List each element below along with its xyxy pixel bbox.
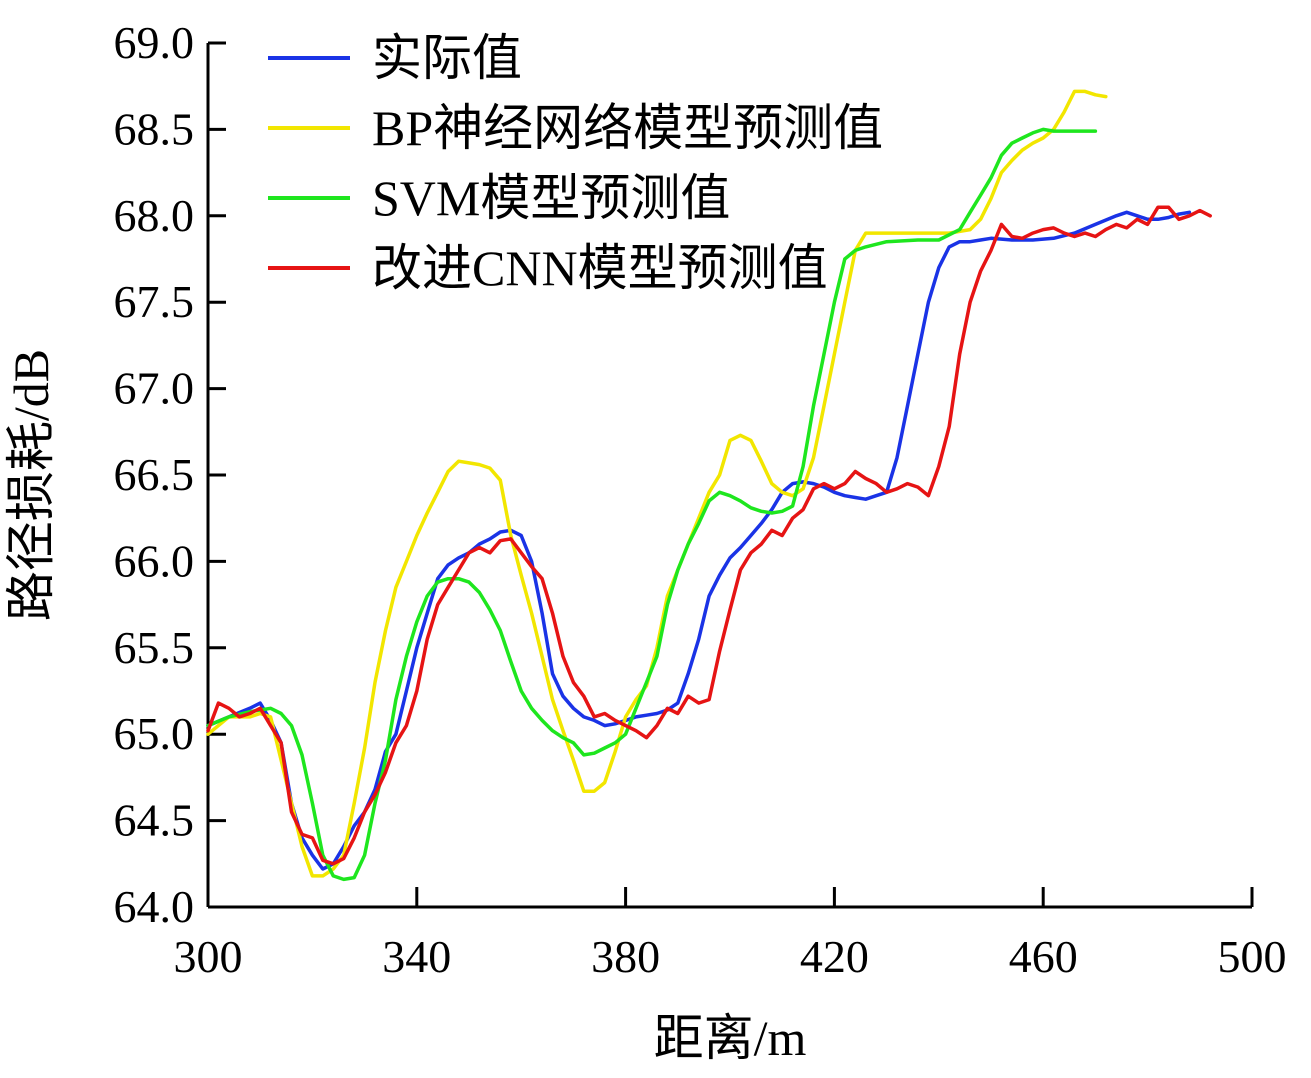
legend-label-2: SVM模型预测值	[372, 170, 730, 226]
legend-label-1: BP神经网络模型预测值	[372, 100, 883, 156]
y-tick-label: 68.0	[114, 190, 195, 241]
y-tick-label: 64.5	[114, 795, 195, 846]
x-tick-label: 420	[800, 931, 869, 982]
y-tick-label: 67.5	[114, 276, 195, 327]
x-tick-label: 300	[174, 931, 243, 982]
series-group	[206, 89, 1212, 882]
x-tick-label: 340	[382, 931, 451, 982]
y-tick-label: 66.5	[114, 449, 195, 500]
y-tick-label: 69.0	[114, 17, 195, 68]
legend-label-0: 实际值	[372, 30, 522, 86]
y-tick-label: 68.5	[114, 103, 195, 154]
series-line-3	[206, 205, 1212, 866]
axes: 64.0 64.5 65.0 65.5 66.0 66.5 67.0 67.5 68.0 68.5…	[114, 17, 1287, 982]
series-line-2	[206, 127, 1098, 882]
series-line-0	[206, 210, 1192, 871]
series-line-1	[206, 89, 1108, 878]
y-tick-label: 67.0	[114, 363, 195, 414]
y-tick-label: 65.0	[114, 708, 195, 759]
x-axis-title: 距离/m	[654, 1010, 807, 1066]
x-tick-label: 380	[591, 931, 660, 982]
y-tick-label: 66.0	[114, 535, 195, 586]
y-axis-title: 路径损耗/dB	[3, 349, 59, 621]
legend-label-3: 改进CNN模型预测值	[372, 240, 828, 296]
x-tick-label: 460	[1009, 931, 1078, 982]
x-tick-label: 500	[1218, 931, 1287, 982]
y-tick-label: 65.5	[114, 622, 195, 673]
y-tick-label: 64.0	[114, 881, 195, 932]
